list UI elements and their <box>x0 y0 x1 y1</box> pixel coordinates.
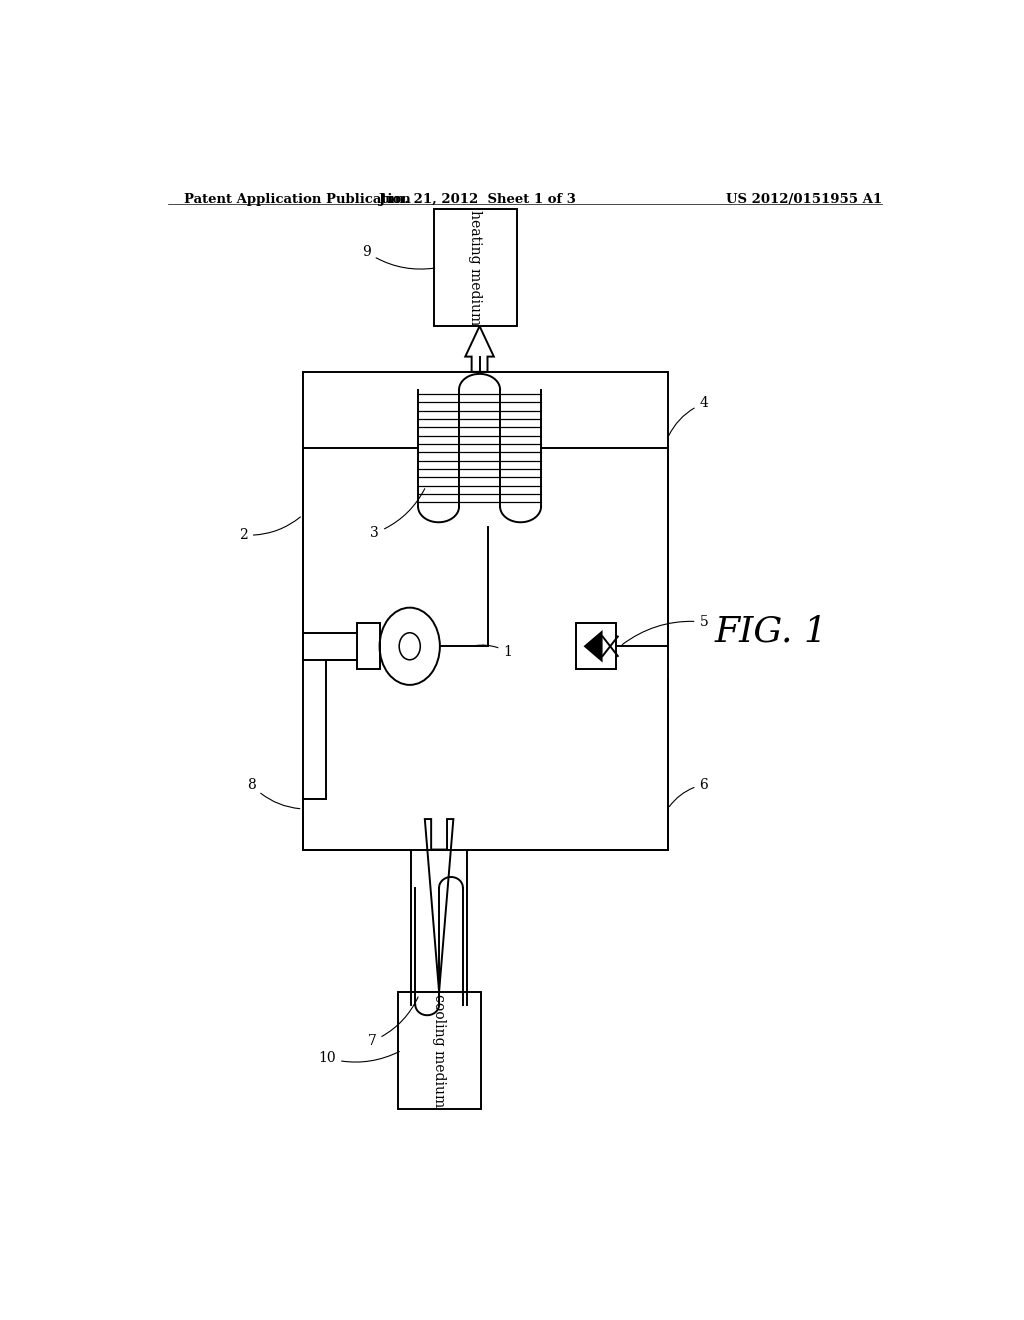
Text: 2: 2 <box>240 517 300 543</box>
Text: 8: 8 <box>247 777 300 809</box>
Text: US 2012/0151955 A1: US 2012/0151955 A1 <box>726 193 882 206</box>
Text: Jun. 21, 2012  Sheet 1 of 3: Jun. 21, 2012 Sheet 1 of 3 <box>379 193 575 206</box>
Text: 6: 6 <box>670 777 709 807</box>
Text: Patent Application Publication: Patent Application Publication <box>183 193 411 206</box>
Bar <box>577 623 616 669</box>
Bar <box>433 210 517 326</box>
Text: 5: 5 <box>623 615 709 644</box>
Polygon shape <box>584 630 602 663</box>
Bar <box>357 623 380 669</box>
Text: cooling medium: cooling medium <box>432 994 446 1107</box>
Text: 1: 1 <box>474 645 512 660</box>
Text: 10: 10 <box>318 1051 399 1065</box>
Text: 3: 3 <box>371 488 425 540</box>
Text: 9: 9 <box>362 246 435 269</box>
Text: FIG. 1: FIG. 1 <box>715 614 827 648</box>
Text: 7: 7 <box>368 997 418 1048</box>
Bar <box>397 991 481 1109</box>
Bar <box>303 372 668 850</box>
Text: heating medium: heating medium <box>468 210 482 325</box>
Text: 4: 4 <box>669 396 709 436</box>
